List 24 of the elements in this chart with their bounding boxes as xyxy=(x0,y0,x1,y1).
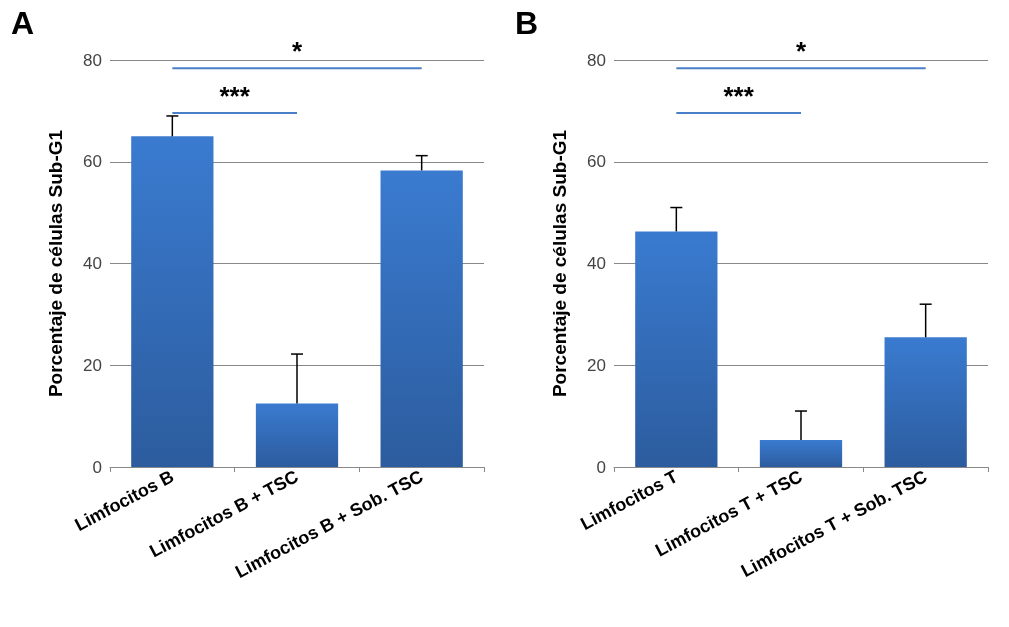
y-tick-label: 40 xyxy=(83,254,102,273)
y-axis-title: Porcentaje de células Sub-G1 xyxy=(45,129,66,398)
annotation: *** xyxy=(723,80,755,111)
bar xyxy=(255,403,339,467)
y-tick-label: 20 xyxy=(587,355,606,375)
y-tick-label: 0 xyxy=(596,457,606,477)
bar xyxy=(759,440,843,467)
bar xyxy=(635,231,718,467)
y-tick-label: 0 xyxy=(92,457,102,477)
chart-title: B xyxy=(515,5,539,41)
y-tick-label: 60 xyxy=(83,152,102,172)
bar xyxy=(884,337,967,467)
y-tick-label: 20 xyxy=(83,355,102,375)
y-axis-title: Porcentaje de células Sub-G1 xyxy=(549,129,570,398)
bar xyxy=(380,170,463,467)
annotation: * xyxy=(291,36,303,67)
y-tick-label: 60 xyxy=(587,152,606,172)
y-tick-label: 40 xyxy=(587,254,606,273)
y-tick-label: 80 xyxy=(83,50,102,70)
chart-title: A xyxy=(11,5,35,41)
annotation: * xyxy=(795,36,807,67)
annotation: *** xyxy=(219,80,251,111)
y-tick-label: 80 xyxy=(587,50,606,70)
bar xyxy=(131,136,214,467)
